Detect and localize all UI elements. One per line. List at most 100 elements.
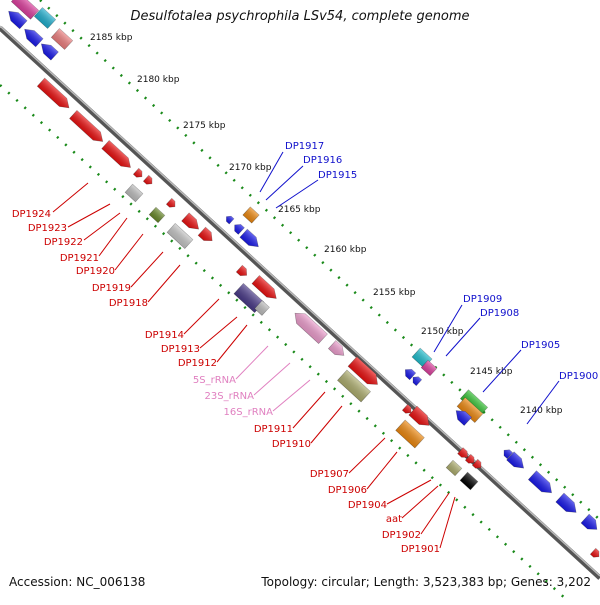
cds-arrow [36, 77, 70, 109]
gene-label-forward-leader-line [433, 304, 463, 353]
rrna-label-leader-line [272, 379, 311, 412]
cds-box [124, 183, 144, 203]
gene-labels: 2185 kbp 2180 kbp 2175 kbp 2170 kbp 2165 kbp… [12, 33, 598, 555]
rrna-arrow [294, 312, 328, 345]
cds-arrow [197, 226, 213, 242]
genome-backbone-highlight [0, 25, 600, 577]
kbp-scale-label: 2160 kbp [324, 245, 367, 255]
forward-cds-box [50, 28, 74, 50]
cds-box [148, 206, 166, 224]
kbp-scale-label: 2150 kbp [421, 327, 464, 337]
forward-cds-arrow [40, 43, 59, 61]
gene-label-forward-leader-line [482, 349, 522, 393]
kbp-scale-label: 2140 kbp [520, 406, 563, 416]
gene-label-reverse: DP1910 [272, 439, 311, 450]
gene-label-reverse: DP1911 [254, 424, 293, 435]
gene-label-reverse-leader-line [98, 217, 128, 257]
cds-arrow [69, 110, 104, 142]
kbp-scale-label: 2175 kbp [183, 121, 226, 131]
cds-arrow [471, 458, 482, 469]
gene-label-forward: DP1908 [480, 308, 519, 319]
gene-label-reverse-leader-line [147, 264, 181, 303]
cds-arrow [165, 197, 176, 208]
forward-cds-arrow [455, 410, 473, 426]
gene-label-forward: DP1900 [559, 371, 598, 382]
forward-cds-arrow [506, 451, 525, 469]
forward-cds-box [456, 397, 484, 423]
kbp-scale-label: 2145 kbp [470, 367, 513, 377]
gene-label-reverse-leader-line [401, 485, 439, 519]
forward-cds-box [10, 0, 40, 20]
genome-backbone [0, 26, 600, 580]
gene-label-reverse-leader-line [130, 251, 164, 288]
gene-label-reverse-leader-line [67, 203, 111, 228]
gene-label-forward: DP1915 [318, 170, 357, 181]
gene-label-reverse-leader-line [420, 492, 450, 535]
kbp-scale-label: 2165 kbp [278, 205, 321, 215]
gene-label-forward-leader-line [275, 179, 319, 209]
gene-features [8, 0, 600, 558]
gene-label-reverse: aat [386, 514, 402, 525]
gene-label-reverse: DP1918 [109, 298, 148, 309]
forward-cds-box [420, 359, 438, 377]
cds-arrow [181, 212, 200, 230]
gene-label-forward-leader-line [445, 317, 481, 357]
gene-label-reverse: DP1906 [328, 485, 367, 496]
kbp-scale-label: 2170 kbp [229, 163, 272, 173]
gene-label-reverse: DP1907 [310, 469, 349, 480]
rrna-arrow [327, 340, 345, 356]
cds-arrow [457, 447, 469, 458]
cds-arrow [589, 547, 600, 558]
forward-cds-arrow [234, 224, 245, 235]
gene-label-reverse: DP1921 [60, 253, 99, 264]
cds-box [166, 223, 194, 249]
cds-arrow [235, 264, 247, 276]
kbp-track-upper [39, 0, 600, 521]
cds-box [337, 369, 371, 403]
forward-cds-box [242, 206, 260, 224]
gene-label-reverse: DP1901 [401, 544, 440, 555]
forward-cds-arrow [412, 376, 423, 387]
map-title: Desulfotalea psychrophila LSv54, complet… [130, 9, 470, 24]
rrna-label: 16S_rRNA [224, 407, 274, 418]
gene-label-reverse-leader-line [292, 391, 326, 429]
gene-label-reverse: DP1913 [161, 344, 200, 355]
gene-label-reverse-leader-line [439, 496, 456, 549]
gene-label-reverse-leader-line [114, 233, 144, 271]
forward-cds-arrow [239, 228, 259, 248]
forward-cds-arrow [24, 28, 44, 48]
kbp-scale-label: 2155 kbp [373, 288, 416, 298]
gene-label-forward: DP1905 [521, 340, 560, 351]
cds-box [395, 419, 425, 449]
gene-label-reverse-leader-line [310, 405, 343, 444]
gene-label-reverse: DP1912 [178, 358, 217, 369]
cds-arrow [251, 275, 277, 299]
gene-label-forward: DP1909 [463, 294, 502, 305]
gene-label-forward-leader-line [526, 380, 560, 425]
kbp-scale-label: 2180 kbp [137, 75, 180, 85]
cds-arrow [401, 403, 412, 414]
rrna-label: 23S_rRNA [205, 391, 255, 402]
gene-label-reverse: DP1922 [44, 237, 83, 248]
cds-box [445, 459, 463, 477]
gene-label-forward: DP1916 [303, 155, 342, 166]
rrna-label: 5S_rRNA [193, 375, 236, 386]
gene-label-forward-leader-line [265, 165, 304, 201]
gene-label-reverse-leader-line [52, 182, 89, 213]
gene-label-reverse-leader-line [348, 437, 386, 474]
forward-cds-arrow [8, 10, 28, 30]
gene-label-reverse: DP1919 [92, 283, 131, 294]
kbp-scale-label: 2185 kbp [90, 33, 133, 43]
gene-label-reverse: DP1920 [76, 266, 115, 277]
gene-label-reverse: DP1902 [382, 530, 421, 541]
forward-cds-arrow [503, 449, 514, 460]
cds-box [233, 282, 265, 314]
cds-box [254, 300, 270, 316]
rrna-label-leader-line [235, 345, 269, 380]
gene-label-reverse-leader-line [366, 451, 398, 490]
forward-cds-box [33, 7, 57, 29]
forward-cds-arrow [580, 513, 598, 530]
gene-label-reverse-leader-line [216, 324, 248, 363]
cds-arrow [459, 471, 479, 491]
